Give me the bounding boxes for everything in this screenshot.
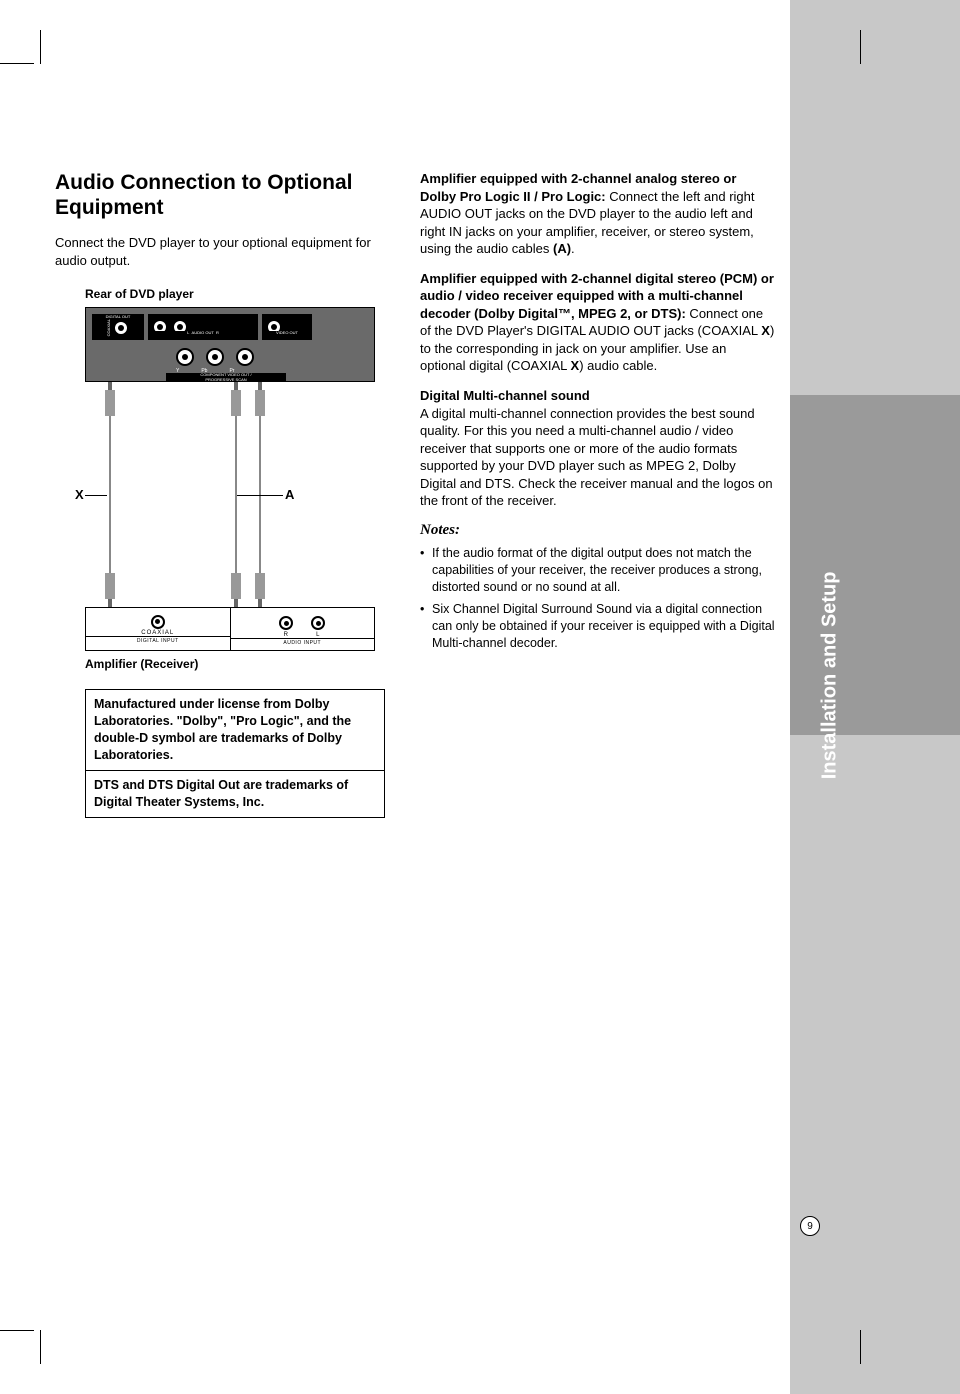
section-tab-label: Installation and Setup xyxy=(819,572,842,780)
note-item: If the audio format of the digital outpu… xyxy=(420,545,775,596)
intro-paragraph: Connect the DVD player to your optional … xyxy=(55,234,390,269)
page-number: 9 xyxy=(800,1216,820,1236)
page-content: Audio Connection to Optional Equipment C… xyxy=(55,170,775,818)
video-out-label: VIDEO OUT xyxy=(262,331,312,338)
analog-stereo-paragraph: Amplifier equipped with 2-channel analog… xyxy=(420,170,775,258)
crop-mark xyxy=(860,1330,861,1364)
cable-x-label: X xyxy=(75,487,84,502)
notes-heading: Notes: xyxy=(420,522,775,539)
crop-mark xyxy=(40,1330,41,1364)
component-y-jack-icon xyxy=(176,348,194,366)
multichannel-paragraph: Digital Multi-channel soundA digital mul… xyxy=(420,387,775,510)
component-pr-jack-icon xyxy=(236,348,254,366)
right-column: Amplifier equipped with 2-channel analog… xyxy=(420,170,775,818)
notes-list: If the audio format of the digital outpu… xyxy=(420,545,775,652)
coaxial-label: COAXIAL xyxy=(107,319,111,336)
sidebar-tab xyxy=(790,395,960,735)
coaxial-jack-icon xyxy=(113,320,129,336)
dvd-rear-label: Rear of DVD player xyxy=(85,287,390,301)
amp-audio-input-label: AUDIO INPUT xyxy=(231,638,375,646)
dolby-license-text: Manufactured under license from Dolby La… xyxy=(86,690,384,770)
crop-mark xyxy=(0,63,34,64)
crop-mark xyxy=(40,30,41,64)
left-column: Audio Connection to Optional Equipment C… xyxy=(55,170,390,818)
digital-stereo-paragraph: Amplifier equipped with 2-channel digita… xyxy=(420,270,775,375)
dts-license-text: DTS and DTS Digital Out are trademarks o… xyxy=(86,770,384,817)
license-box: Manufactured under license from Dolby La… xyxy=(85,689,385,817)
crop-mark xyxy=(860,30,861,64)
component-out-label: COMPONENT VIDEO OUT /PROGRESSIVE SCAN xyxy=(166,373,286,382)
component-pb-jack-icon xyxy=(206,348,224,366)
amp-l-jack-icon xyxy=(311,616,325,630)
amplifier-label: Amplifier (Receiver) xyxy=(85,657,390,671)
label-line xyxy=(85,495,107,496)
crop-mark xyxy=(0,1330,34,1331)
connection-diagram: DIGITAL OUT COAXIAL L AUDIO OUT R xyxy=(85,307,375,651)
cable-diagram: X A xyxy=(85,382,375,607)
note-item: Six Channel Digital Surround Sound via a… xyxy=(420,601,775,652)
dvd-rear-panel: DIGITAL OUT COAXIAL L AUDIO OUT R xyxy=(85,307,375,382)
cable-x-icon xyxy=(109,382,111,607)
amp-coaxial-jack-icon xyxy=(151,615,165,629)
amplifier-panel: COAXIAL DIGITAL INPUT R L AUDI xyxy=(85,607,375,651)
label-line xyxy=(237,495,283,496)
amp-r-jack-icon xyxy=(279,616,293,630)
audio-out-label: L AUDIO OUT R xyxy=(148,331,258,338)
cable-a-label: A xyxy=(285,487,294,502)
page-title: Audio Connection to Optional Equipment xyxy=(55,170,390,220)
amp-digital-input-label: DIGITAL INPUT xyxy=(86,636,230,644)
